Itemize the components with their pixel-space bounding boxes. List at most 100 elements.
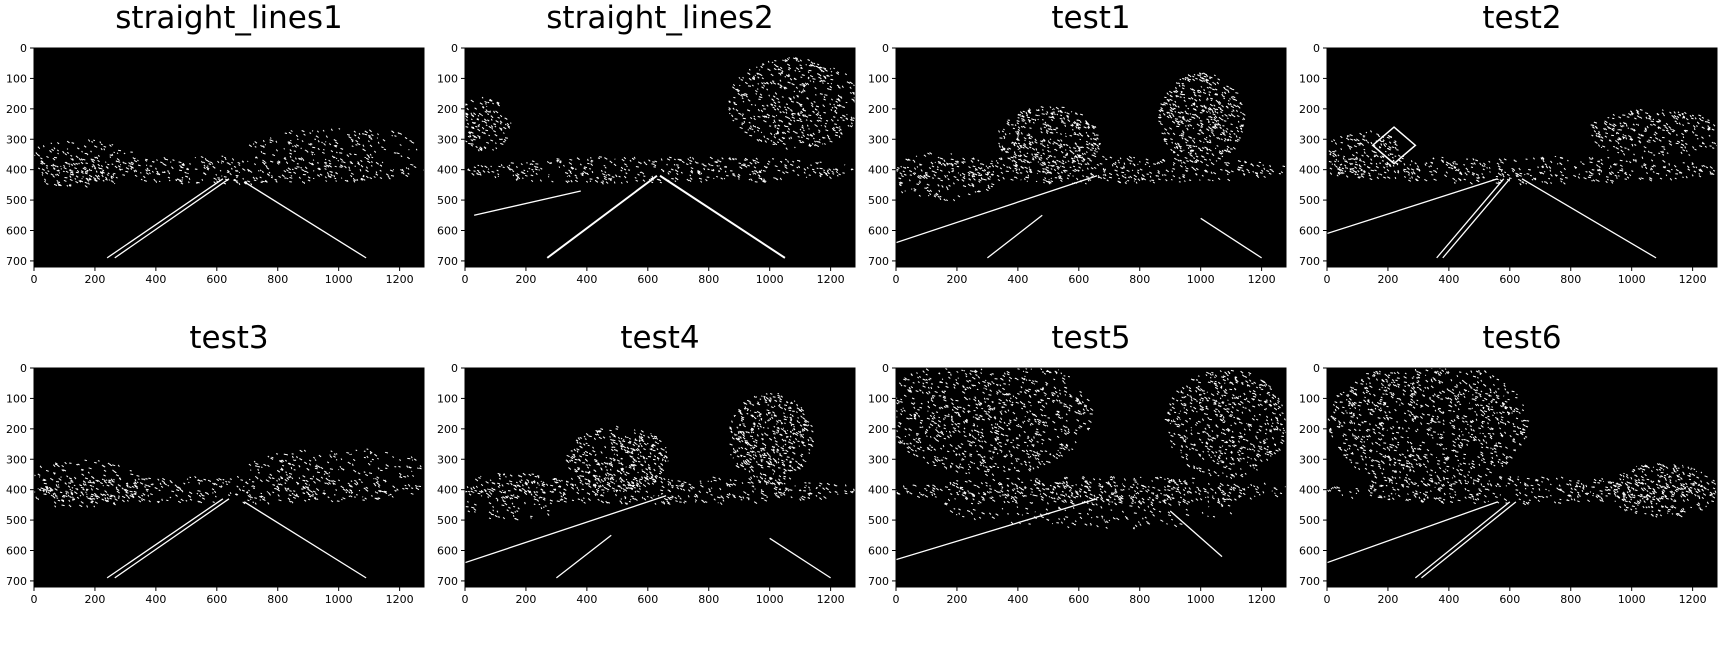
edge-texture [1590, 109, 1717, 159]
y-tick-label: 0 [882, 362, 889, 375]
x-tick-label: 0 [31, 273, 38, 286]
panel-axes: 0 200 400 600 800 1000 1200 0 100 200 300 400 500 600… [6, 362, 425, 606]
panel-title: test1 [1051, 0, 1131, 36]
x-tick-label: 0 [462, 593, 469, 606]
x-tick-label: 1000 [1187, 273, 1215, 286]
lane-edge-line [243, 181, 367, 259]
y-tick-label: 500 [868, 514, 889, 527]
edge-texture [944, 480, 1233, 530]
image-panel: 0 200 400 600 800 1000 1200 0 100 200 300 400 500 600… [431, 0, 861, 286]
edge-texture [1327, 475, 1717, 506]
lane-edge-line [243, 501, 367, 579]
y-tick-label: 0 [20, 362, 27, 375]
image-panel: 0 200 400 600 800 1000 1200 0 100 200 300 400 500 600… [1293, 0, 1723, 286]
y-tick-label: 200 [868, 103, 889, 116]
y-tick-label: 600 [1299, 225, 1320, 238]
x-tick-label: 1200 [386, 273, 414, 286]
axes-frame [464, 47, 856, 268]
x-tick-label: 200 [1377, 273, 1398, 286]
lane-edge-line [987, 214, 1043, 259]
lane-edge-line [1200, 217, 1262, 259]
edge-texture [1327, 130, 1405, 180]
x-tick-label: 200 [946, 593, 967, 606]
y-tick-label: 700 [437, 575, 458, 588]
x-tick-label: 600 [206, 593, 227, 606]
lane-edge-line [1327, 178, 1498, 235]
axes-frame [895, 47, 1287, 268]
y-tick-label: 300 [6, 133, 27, 146]
axes-frame [1326, 367, 1718, 588]
x-tick-label: 0 [893, 273, 900, 286]
edge-overlay [1327, 368, 1717, 579]
image-panel: 0 200 400 600 800 1000 1200 0 100 200 300 400 500 600… [0, 320, 430, 606]
y-tick-label: 600 [437, 545, 458, 558]
edge-texture [565, 425, 669, 493]
x-tick-label: 400 [1007, 273, 1028, 286]
y-tick-label: 200 [6, 103, 27, 116]
panel-axes: 0 200 400 600 800 1000 1200 0 100 200 300 400 500 600… [868, 42, 1287, 286]
y-tick-label: 700 [1299, 255, 1320, 268]
x-tick-label: 1000 [325, 273, 353, 286]
panel-title: test6 [1482, 320, 1562, 356]
lane-edge-line [546, 174, 658, 259]
lane-edge-line [1442, 178, 1511, 259]
y-tick-label: 100 [868, 392, 889, 405]
y-tick-label: 100 [6, 392, 27, 405]
edge-overlay [465, 57, 855, 259]
panel-title: test3 [189, 320, 269, 356]
road-sign-outline [1371, 126, 1417, 165]
lane-edge-line [1436, 178, 1505, 259]
lane-edge-line [556, 534, 612, 579]
y-tick-label: 600 [868, 225, 889, 238]
x-tick-label: 1200 [1248, 273, 1276, 286]
edge-texture [34, 459, 144, 508]
panel-title: test5 [1051, 320, 1131, 356]
edge-texture [465, 472, 568, 521]
x-tick-label: 1000 [325, 593, 353, 606]
binary-edge-image [34, 48, 424, 267]
lane-edge-line [1521, 178, 1657, 259]
y-tick-label: 700 [868, 255, 889, 268]
panel-title: test2 [1482, 0, 1562, 36]
x-tick-label: 800 [1129, 593, 1150, 606]
x-tick-label: 400 [576, 593, 597, 606]
lane-edge-line [106, 498, 224, 579]
edge-texture [896, 368, 1094, 477]
y-tick-label: 200 [868, 423, 889, 436]
lane-edge-line [896, 498, 1098, 561]
x-tick-label: 1200 [817, 273, 845, 286]
x-tick-label: 600 [1499, 593, 1520, 606]
x-tick-label: 0 [1324, 593, 1331, 606]
lane-edge-line [659, 174, 786, 259]
image-panel: 0 200 400 600 800 1000 1200 0 100 200 300 400 500 600… [1293, 320, 1723, 606]
axes-frame [464, 367, 856, 588]
y-tick-label: 300 [6, 453, 27, 466]
edge-texture [728, 57, 855, 150]
y-tick-label: 200 [437, 103, 458, 116]
x-tick-label: 800 [698, 273, 719, 286]
x-tick-label: 1000 [1618, 593, 1646, 606]
x-tick-label: 200 [84, 593, 105, 606]
x-tick-label: 0 [893, 593, 900, 606]
y-tick-label: 300 [1299, 133, 1320, 146]
binary-edge-image [896, 368, 1286, 587]
y-tick-label: 100 [6, 72, 27, 85]
y-tick-label: 500 [6, 514, 27, 527]
axes-frame [1326, 47, 1718, 268]
y-tick-label: 600 [6, 545, 27, 558]
y-tick-label: 0 [1313, 362, 1320, 375]
x-tick-label: 800 [1560, 593, 1581, 606]
lane-edge-line [1327, 501, 1498, 564]
panel-axes: 0 200 400 600 800 1000 1200 0 100 200 300 400 500 600… [6, 42, 425, 286]
x-tick-label: 800 [1129, 273, 1150, 286]
edge-texture [1608, 463, 1716, 518]
y-tick-label: 0 [451, 42, 458, 55]
y-tick-label: 600 [868, 545, 889, 558]
y-tick-label: 700 [437, 255, 458, 268]
y-tick-label: 500 [868, 194, 889, 207]
y-tick-label: 0 [1313, 42, 1320, 55]
y-tick-label: 500 [437, 194, 458, 207]
x-tick-label: 200 [946, 273, 967, 286]
y-tick-label: 400 [868, 484, 889, 497]
x-tick-label: 600 [1499, 273, 1520, 286]
